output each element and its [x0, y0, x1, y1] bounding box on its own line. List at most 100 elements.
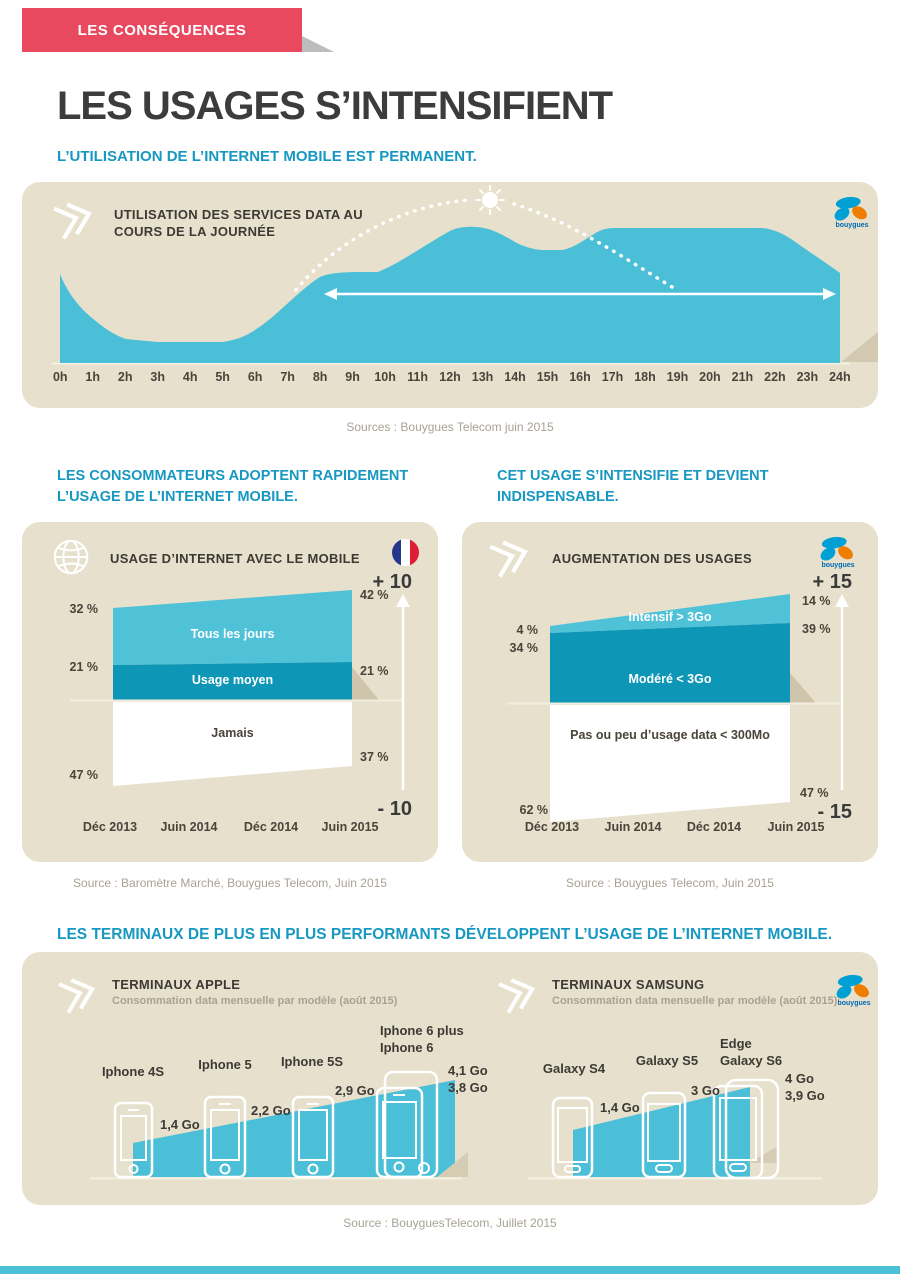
- hour-tick: 14h: [504, 370, 526, 384]
- fast-forward-icon: [53, 202, 92, 240]
- bouygues-logo: bouygues: [812, 534, 864, 569]
- device-name: Iphone 4S: [101, 1064, 165, 1079]
- device-value: 4,1 Go 3,8 Go: [448, 1063, 488, 1095]
- hour-tick: 15h: [536, 370, 559, 384]
- band-intensif: [550, 594, 790, 633]
- device-value: 3 Go: [691, 1083, 720, 1098]
- x-tick: Déc 2014: [686, 820, 742, 834]
- badge-fold-decoration: [302, 36, 334, 52]
- pct-label: 32 %: [69, 602, 99, 616]
- hour-tick: 4h: [182, 370, 198, 384]
- bouygues-logo: bouygues: [828, 972, 880, 1007]
- usage-increase-panel: AUGMENTATION DES USAGES bouygues + 15 - …: [462, 522, 878, 862]
- shadow-wedge: [437, 1152, 468, 1177]
- hour-tick: 22h: [764, 370, 786, 384]
- bouygues-logo: bouygues: [826, 194, 878, 229]
- band-pas-ou-peu: [550, 705, 790, 822]
- x-tick: Juin 2015: [767, 820, 825, 834]
- band-label: Intensif > 3Go: [628, 610, 712, 624]
- section-badge: LES CONSÉQUENCES: [22, 8, 302, 52]
- bouygues-logo-text: bouygues: [821, 562, 855, 569]
- hour-tick: 18h: [634, 370, 656, 384]
- iphone-6-icon: [375, 1086, 424, 1179]
- fast-forward-icon: [489, 540, 528, 578]
- right-chart-title: AUGMENTATION DES USAGES: [552, 551, 752, 566]
- apple-subtitle: Consommation data mensuelle par modèle (…: [112, 995, 398, 1007]
- device-value: 1,4 Go: [160, 1117, 200, 1132]
- mobile-internet-usage-panel: USAGE D’INTERNET AVEC LE MOBILE + 10 - 1…: [22, 522, 438, 862]
- device-value: 4 Go 3,9 Go: [785, 1071, 825, 1103]
- hour-tick: 9h: [345, 370, 360, 384]
- pct-label: 21 %: [69, 660, 99, 674]
- hour-tick: 16h: [569, 370, 591, 384]
- pct-label: 34 %: [509, 641, 539, 655]
- samsung-usage-wedge: [573, 1087, 750, 1177]
- hour-tick: 6h: [247, 370, 263, 384]
- left-chart-title: USAGE D’INTERNET AVEC LE MOBILE: [110, 551, 360, 566]
- bouygues-logo-text: bouygues: [837, 1000, 871, 1007]
- device-name: Galaxy S4: [542, 1061, 606, 1076]
- galaxy-s4-icon: [551, 1096, 594, 1179]
- pct-label: 62 %: [519, 803, 549, 817]
- daily-usage-panel: UTILISATION DES SERVICES DATA AU COURS D…: [22, 182, 878, 408]
- pct-label: 21 %: [360, 664, 389, 678]
- hour-tick: 20h: [699, 370, 721, 384]
- device-name: Edge Galaxy S6: [720, 1036, 783, 1068]
- minus-delta-label: - 15: [817, 801, 852, 823]
- globe-icon: [53, 539, 89, 575]
- x-tick: Juin 2015: [321, 820, 379, 834]
- usage-increase-band-chart: [507, 594, 849, 822]
- hour-tick: 11h: [407, 370, 428, 384]
- pct-label: 39 %: [802, 622, 831, 636]
- devices-panel: TERMINAUX APPLE Consommation data mensue…: [22, 952, 878, 1205]
- band-jamais: [113, 702, 352, 786]
- x-tick: Juin 2014: [160, 820, 218, 834]
- band-usage-moyen: [113, 662, 352, 700]
- hour-tick: 12h: [439, 370, 461, 384]
- fast-forward-icon: [58, 978, 96, 1014]
- france-flag-icon: [392, 539, 419, 566]
- device-name: Iphone 5S: [280, 1054, 344, 1069]
- band-label: Modéré < 3Go: [628, 672, 712, 686]
- right-chart-source: Source : Bouygues Telecom, Juin 2015: [566, 876, 774, 890]
- band-modere: [550, 623, 790, 703]
- pct-label: 14 %: [802, 594, 831, 608]
- hour-tick: 2h: [117, 370, 133, 384]
- device-value: 2,9 Go: [335, 1083, 375, 1098]
- hour-tick: 8h: [312, 370, 328, 384]
- pct-label: 4 %: [516, 623, 538, 637]
- band-label: Pas ou peu d’usage data < 300Mo: [570, 728, 770, 742]
- right-section-heading: CET USAGE S’INTENSIFIE ET DEVIENT INDISP…: [497, 468, 769, 505]
- samsung-title: TERMINAUX SAMSUNG: [552, 977, 705, 992]
- minus-delta-label: - 10: [377, 798, 412, 820]
- hour-tick: 3h: [150, 370, 165, 384]
- x-tick: Déc 2013: [82, 820, 138, 834]
- left-chart-source: Source : Baromètre Marché, Bouygues Tele…: [73, 876, 387, 890]
- pct-label: 42 %: [360, 588, 389, 602]
- iphone-5-icon: [203, 1095, 247, 1179]
- hour-tick: 0h: [52, 370, 68, 384]
- hour-tick: 21h: [731, 370, 754, 384]
- mobile-usage-band-chart: [70, 590, 410, 790]
- shadow-wedge: [790, 673, 816, 703]
- page-title: LES USAGES S’INTENSIFIENT: [57, 84, 613, 128]
- page-subtitle: L’UTILISATION DE L’INTERNET MOBILE EST P…: [57, 148, 477, 165]
- hour-tick: 17h: [601, 370, 624, 384]
- pct-label: 37 %: [360, 750, 389, 764]
- fast-forward-icon: [498, 978, 536, 1014]
- device-value: 1,4 Go: [600, 1100, 640, 1115]
- hour-axis: 0h 1h 2h 3h 4h 5h 6h 7h 8h 9h 10h 11h 12…: [44, 370, 856, 384]
- x-tick: Déc 2013: [524, 820, 580, 834]
- band-tous-les-jours: [113, 590, 352, 665]
- hour-tick: 19h: [666, 370, 689, 384]
- devices-section-heading: LES TERMINAUX DE PLUS EN PLUS PERFORMANT…: [57, 926, 833, 943]
- delta-arrow: [396, 594, 410, 790]
- hour-tick: 24h: [829, 370, 851, 384]
- iphone-5s-icon: [291, 1095, 335, 1179]
- band-label: Usage moyen: [191, 673, 274, 687]
- device-name: Iphone 6 plus Iphone 6: [380, 1023, 464, 1055]
- x-tick: Déc 2014: [243, 820, 299, 834]
- left-section-heading: LES CONSOMMATEURS ADOPTENT RAPIDEMENT L’…: [57, 468, 409, 505]
- galaxy-s6-icon: [712, 1084, 764, 1180]
